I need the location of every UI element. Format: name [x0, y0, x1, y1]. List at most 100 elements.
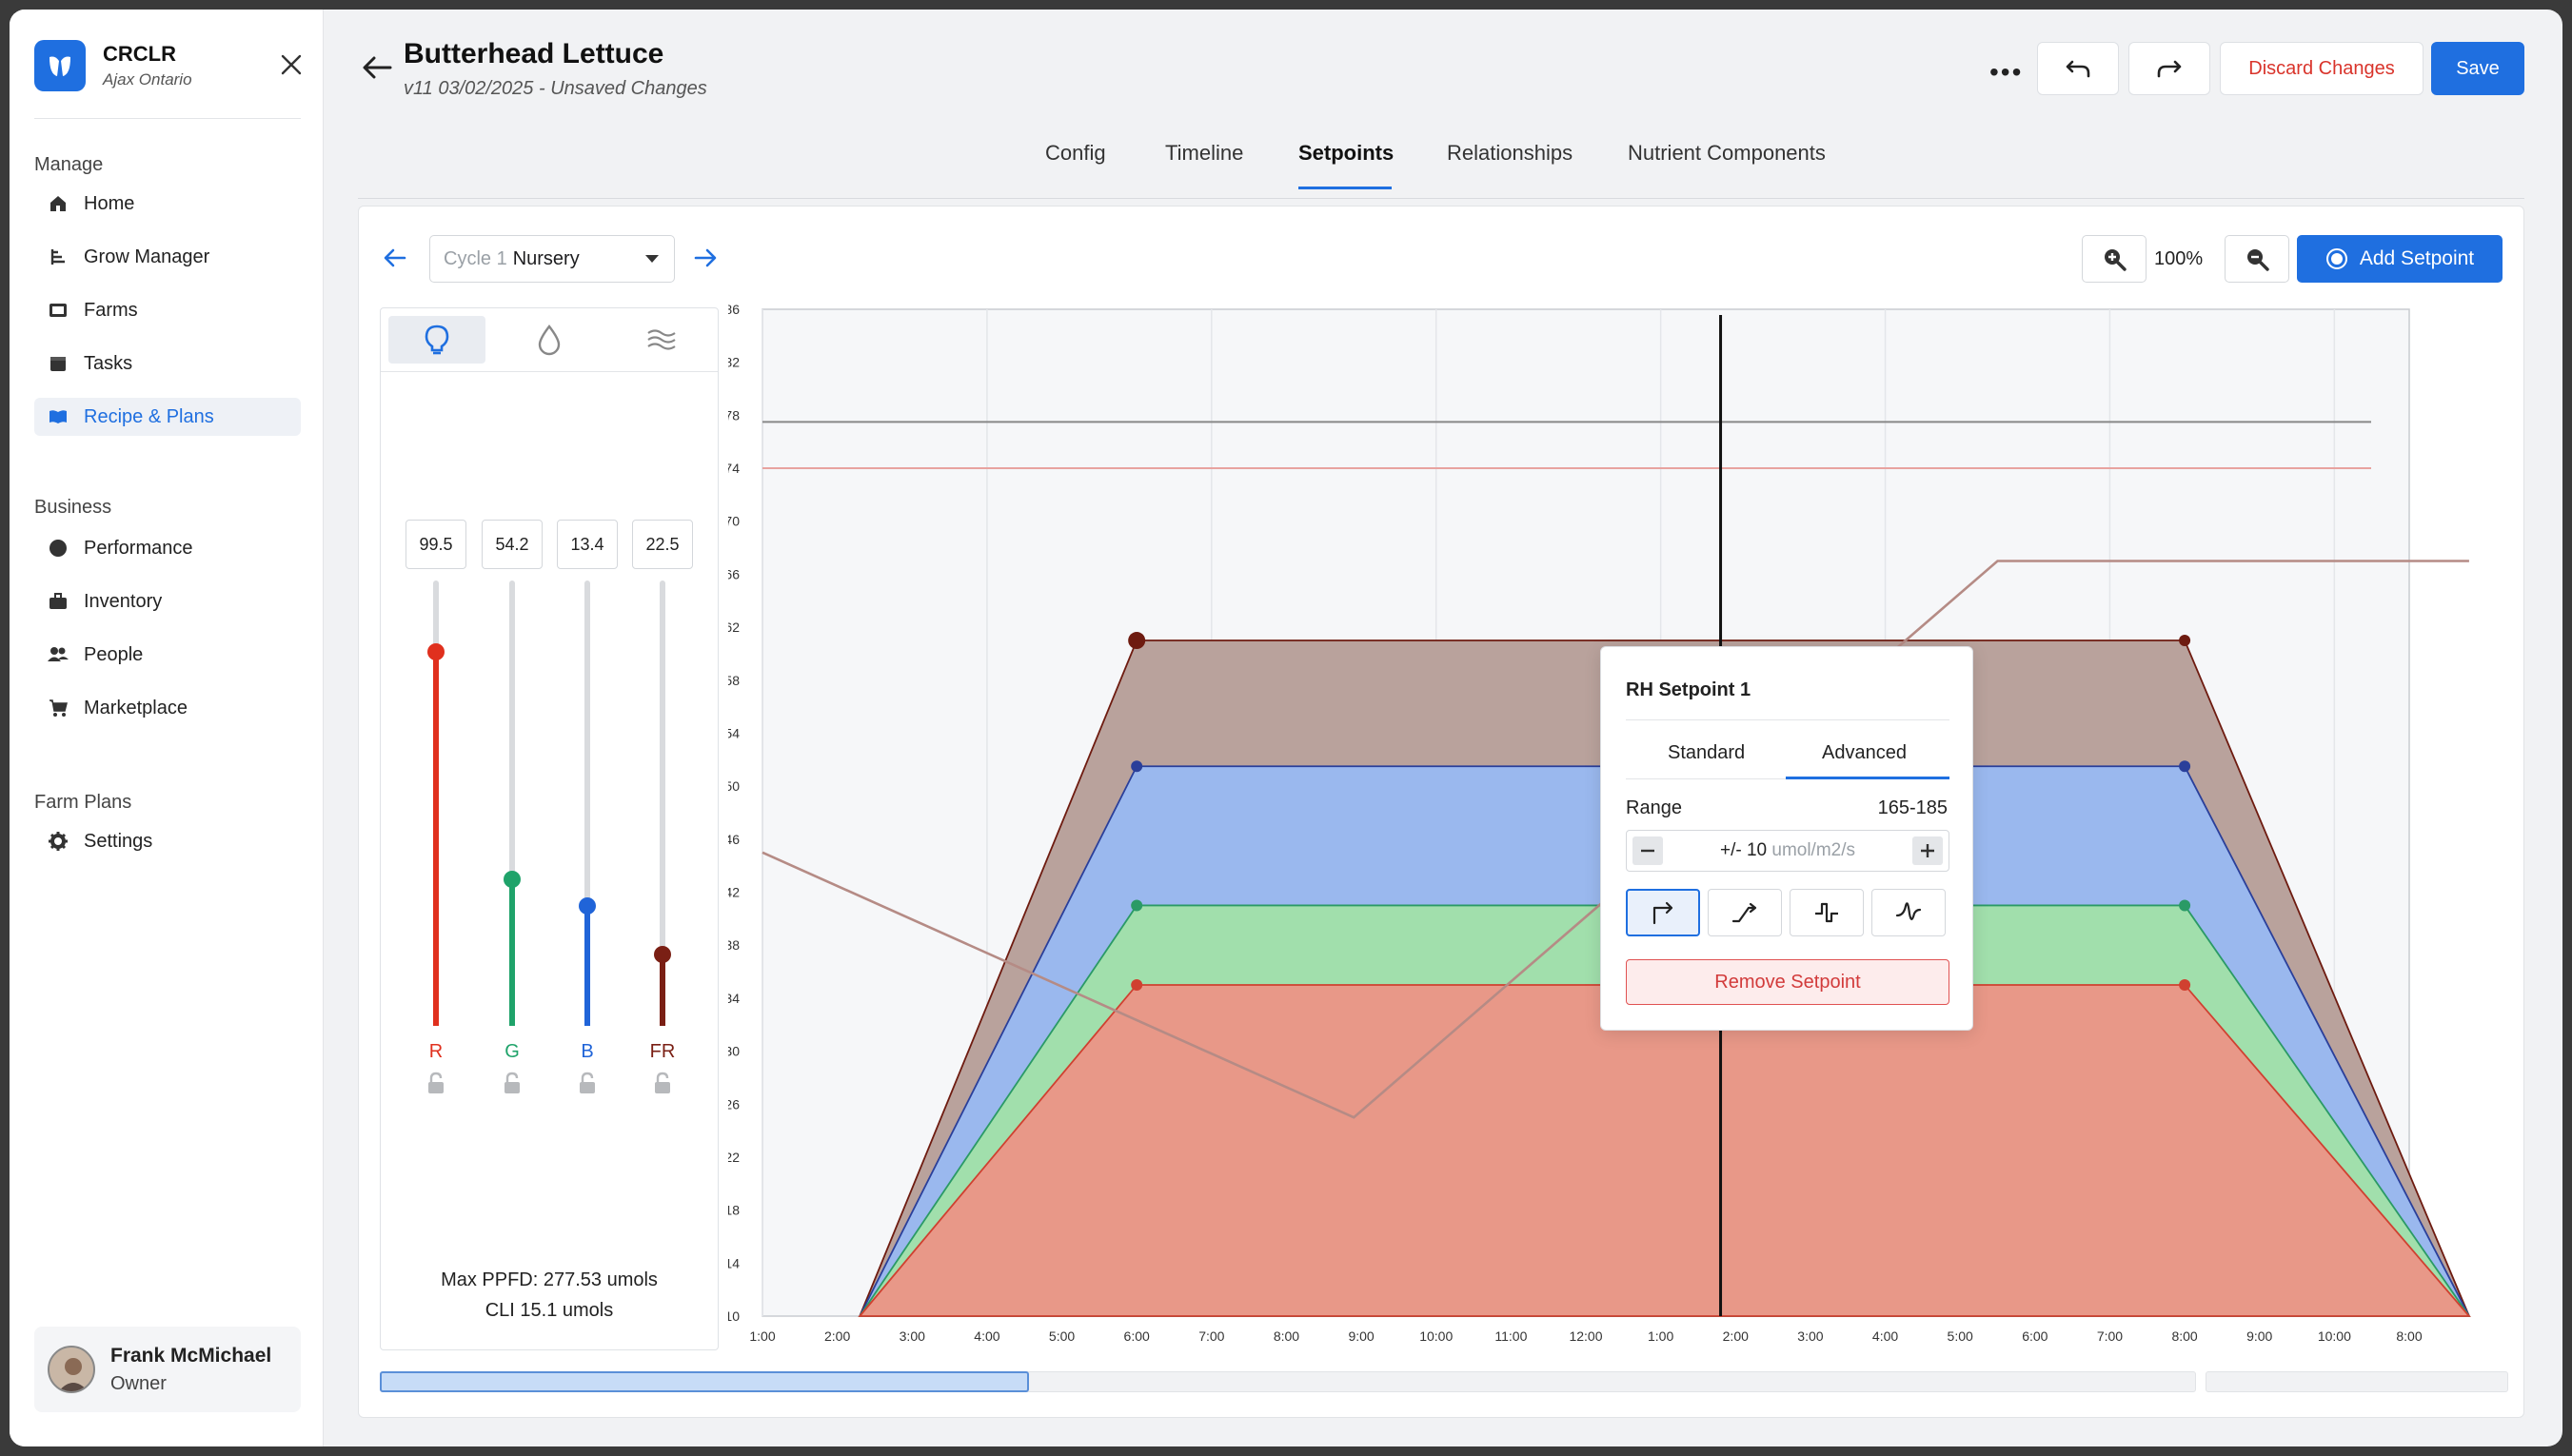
max-ppfd: Max PPFD: 277.53 umols — [441, 1269, 658, 1290]
tab-config[interactable]: Config — [1045, 141, 1106, 165]
slider-fill-g — [509, 878, 515, 1026]
light-area-series-3[interactable] — [858, 984, 2471, 1317]
grow-icon — [48, 246, 69, 267]
slider-thumb-b[interactable] — [579, 896, 596, 915]
tab-light[interactable] — [388, 316, 485, 364]
tab-water[interactable] — [501, 316, 598, 364]
tab-setpoints[interactable]: Setpoints — [1298, 141, 1395, 165]
slider-track-fr[interactable] — [660, 580, 665, 1026]
setpoint-marker[interactable] — [1131, 760, 1143, 773]
x-tick-label: 5:00 — [1948, 1328, 1973, 1344]
sidebar-item-inventory[interactable]: Inventory — [34, 582, 301, 620]
ramp-transition-button[interactable] — [1708, 889, 1782, 936]
channel-value-g[interactable]: 54.2 — [482, 520, 543, 569]
y-tick-label: 66 — [728, 566, 740, 581]
sidebar-item-farms[interactable]: Farms — [34, 291, 301, 329]
slider-track-b[interactable] — [584, 580, 590, 1026]
lock-icon[interactable] — [577, 1072, 598, 1094]
close-icon[interactable] — [278, 51, 305, 78]
tab-timeline[interactable]: Timeline — [1165, 141, 1244, 165]
setpoint-marker[interactable] — [2179, 899, 2191, 912]
timeline-scrollbar[interactable] — [380, 1371, 1029, 1392]
tab-relationships[interactable]: Relationships — [1447, 141, 1573, 165]
x-tick-label: 2:00 — [1723, 1328, 1749, 1344]
add-setpoint-button[interactable]: Add Setpoint — [2297, 235, 2503, 283]
user-role: Owner — [110, 1372, 167, 1394]
save-button[interactable]: Save — [2431, 42, 2524, 95]
zoom-out-button[interactable] — [2225, 235, 2289, 283]
slider-thumb-fr[interactable] — [654, 946, 671, 964]
sidebar-item-grow-manager[interactable]: Grow Manager — [34, 238, 301, 276]
timeline-scroll-track-end[interactable] — [2206, 1371, 2508, 1392]
setpoint-popup: RH Setpoint 1 Standard Advanced Range 16… — [1600, 646, 1973, 1031]
slider-track-g[interactable] — [509, 580, 515, 1026]
x-tick-label: 8:00 — [2171, 1328, 2197, 1344]
discard-changes-button[interactable]: Discard Changes — [2220, 42, 2424, 95]
slider-thumb-r[interactable] — [427, 642, 445, 660]
popup-divider — [1626, 719, 1949, 720]
increment-button[interactable] — [1912, 836, 1943, 865]
sidebar-item-label: Performance — [84, 537, 193, 559]
cycle-select[interactable]: Cycle 1 Nursery — [429, 235, 675, 283]
slider-thumb-g[interactable] — [504, 870, 521, 888]
section-label-farm-plans: Farm Plans — [34, 792, 132, 813]
sidebar-item-settings[interactable]: Settings — [34, 822, 301, 860]
x-tick-label: 9:00 — [2246, 1328, 2272, 1344]
setpoint-marker[interactable] — [1131, 899, 1143, 912]
lock-icon[interactable] — [502, 1072, 523, 1094]
decrement-button[interactable] — [1632, 836, 1663, 865]
smooth-transition-button[interactable] — [1871, 889, 1946, 936]
wind-icon — [647, 329, 676, 350]
setpoint-marker[interactable] — [2179, 978, 2191, 991]
zoom-in-button[interactable] — [2082, 235, 2147, 283]
sidebar-item-marketplace[interactable]: Marketplace — [34, 689, 301, 727]
sidebar-item-recipe-plans[interactable]: Recipe & Plans — [34, 398, 301, 436]
x-tick-label: 11:00 — [1494, 1328, 1527, 1344]
ramp-icon — [1731, 902, 1757, 923]
setpoint-marker[interactable] — [1131, 978, 1143, 991]
channel-value-r[interactable]: 99.5 — [406, 520, 466, 569]
setpoint-marker[interactable] — [2179, 760, 2191, 773]
setpoint-marker[interactable] — [2179, 635, 2191, 647]
x-tick-label: 3:00 — [1797, 1328, 1823, 1344]
more-options-icon[interactable]: ••• — [1989, 57, 2024, 87]
lock-icon[interactable] — [425, 1072, 446, 1094]
undo-button[interactable] — [2037, 42, 2119, 95]
sidebar-item-people[interactable]: People — [34, 636, 301, 674]
remove-setpoint-button[interactable]: Remove Setpoint — [1626, 959, 1949, 1005]
step-up-icon — [1652, 901, 1673, 925]
tab-standard[interactable]: Standard — [1668, 742, 1746, 763]
tab-air[interactable] — [613, 316, 710, 364]
sidebar-item-performance[interactable]: Performance — [34, 529, 301, 567]
brand[interactable]: CRCLR Ajax Ontario — [34, 40, 192, 91]
x-tick-label: 6:00 — [1124, 1328, 1150, 1344]
pulse-transition-button[interactable] — [1790, 889, 1864, 936]
tolerance-stepper[interactable]: +/- 10 umol/m2/s — [1626, 830, 1949, 872]
sidebar: CRCLR Ajax Ontario Manage Home Grow Mana… — [10, 10, 324, 1446]
x-tick-label: 7:00 — [2097, 1328, 2123, 1344]
lock-icon[interactable] — [652, 1072, 673, 1094]
channel-label-g: G — [505, 1041, 520, 1062]
next-cycle-icon[interactable] — [692, 245, 719, 271]
user-card[interactable]: Frank McMichael Owner — [34, 1327, 301, 1412]
light-control-panel: 99.5 R 54.2 G 13.4 B 22.5 FR Max PPFD: 277.53 u… — [380, 307, 719, 1350]
step-transition-button[interactable] — [1626, 889, 1700, 936]
channel-value-fr[interactable]: 22.5 — [632, 520, 693, 569]
y-tick-label: 14 — [728, 1255, 740, 1270]
zoom-in-icon — [2105, 249, 2127, 271]
sidebar-item-tasks[interactable]: Tasks — [34, 344, 301, 383]
x-tick-label: 5:00 — [1049, 1328, 1075, 1344]
tab-nutrient-components[interactable]: Nutrient Components — [1628, 141, 1826, 165]
brand-logo — [34, 40, 86, 91]
stepper-value: +/- 10 — [1719, 840, 1768, 860]
previous-cycle-icon[interactable] — [382, 245, 408, 271]
sidebar-item-home[interactable]: Home — [34, 185, 301, 223]
tab-advanced[interactable]: Advanced — [1822, 742, 1907, 763]
range-label: Range — [1626, 797, 1682, 818]
channel-value-b[interactable]: 13.4 — [557, 520, 618, 569]
sidebar-item-label: People — [84, 643, 144, 665]
back-arrow-icon[interactable] — [362, 55, 392, 85]
sidebar-item-label: Tasks — [84, 352, 133, 374]
setpoint-marker[interactable] — [1128, 632, 1146, 650]
redo-button[interactable] — [2128, 42, 2210, 95]
